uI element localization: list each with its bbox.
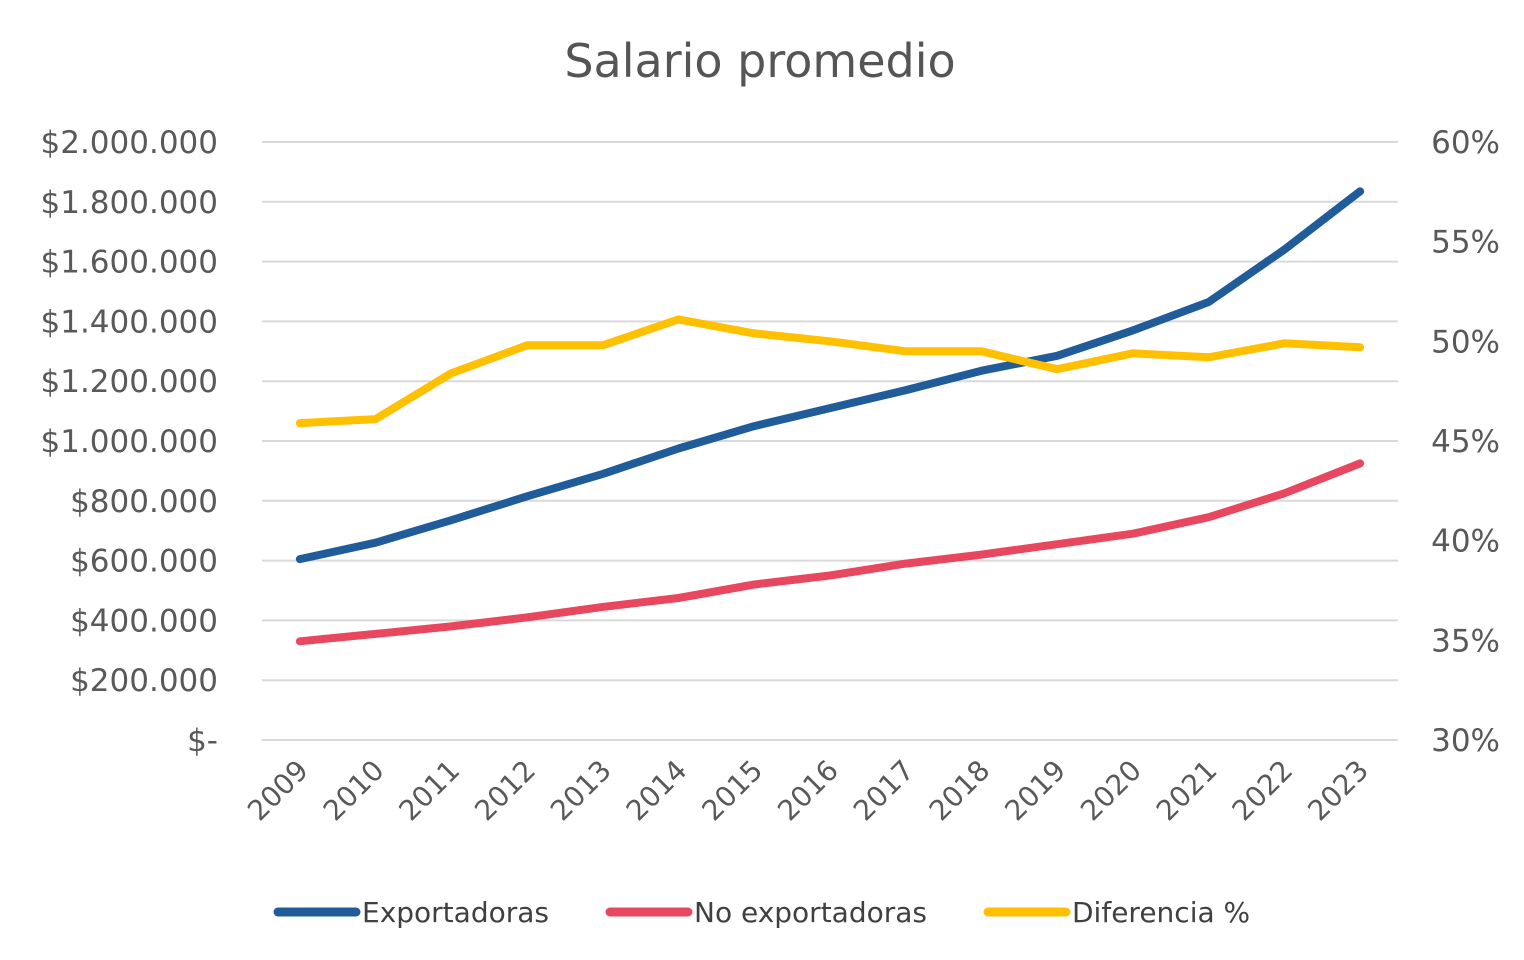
left-tick-label: $800.000 [70, 484, 218, 520]
x-tick-label: 2018 [923, 754, 997, 828]
x-tick-label: 2014 [620, 754, 694, 828]
right-tick-label: 40% [1431, 524, 1500, 560]
x-tick-label: 2019 [998, 754, 1072, 828]
x-tick-label: 2021 [1150, 754, 1224, 828]
x-tick-label: 2023 [1301, 754, 1375, 828]
left-tick-label: $600.000 [70, 544, 218, 580]
left-tick-label: $1.000.000 [41, 424, 219, 460]
x-tick-label: 2012 [468, 754, 542, 828]
x-tick-label: 2016 [771, 754, 845, 828]
right-tick-label: 45% [1431, 424, 1500, 460]
series-lines [295, 187, 1365, 646]
left-tick-label: $200.000 [70, 663, 218, 699]
left-tick-label: $- [187, 723, 218, 759]
left-tick-label: $2.000.000 [41, 125, 219, 161]
legend-label: Exportadoras [362, 896, 549, 929]
right-tick-label: 35% [1431, 623, 1500, 659]
series-line [295, 459, 1365, 646]
right-tick-label: 60% [1431, 125, 1500, 161]
right-tick-label: 30% [1431, 723, 1500, 759]
x-tick-label: 2010 [317, 754, 391, 828]
right-axis-ticks: 30% 35% 40% 45% 50% 55% 60% [1431, 125, 1500, 759]
chart-title: Salario promedio [564, 34, 955, 88]
left-tick-label: $1.800.000 [41, 185, 219, 221]
right-tick-label: 55% [1431, 225, 1500, 261]
x-tick-label: 2013 [544, 754, 618, 828]
x-tick-label: 2015 [695, 754, 769, 828]
left-tick-label: $400.000 [70, 603, 218, 639]
left-tick-label: $1.200.000 [41, 364, 219, 400]
legend: Exportadoras No exportadoras Diferencia % [273, 896, 1250, 929]
series-line [295, 315, 1365, 428]
legend-label: Diferencia % [1072, 896, 1250, 929]
x-tick-label: 2017 [847, 754, 921, 828]
x-tick-label: 2011 [393, 754, 467, 828]
series-line [295, 187, 1365, 564]
left-tick-label: $1.400.000 [41, 304, 219, 340]
left-axis-ticks: $- $200.000 $400.000 $600.000 $800.000 $1.000… [41, 125, 219, 759]
x-tick-label: 2009 [241, 754, 315, 828]
right-tick-label: 50% [1431, 324, 1500, 360]
legend-label: No exportadoras [694, 896, 927, 929]
x-axis-ticks: 2009 2010 2011 2012 2013 2014 2015 2016 2017 2018… [241, 754, 1375, 828]
x-tick-label: 2020 [1074, 754, 1148, 828]
gridlines [262, 141, 1398, 741]
x-tick-label: 2022 [1226, 754, 1300, 828]
left-tick-label: $1.600.000 [41, 245, 219, 281]
